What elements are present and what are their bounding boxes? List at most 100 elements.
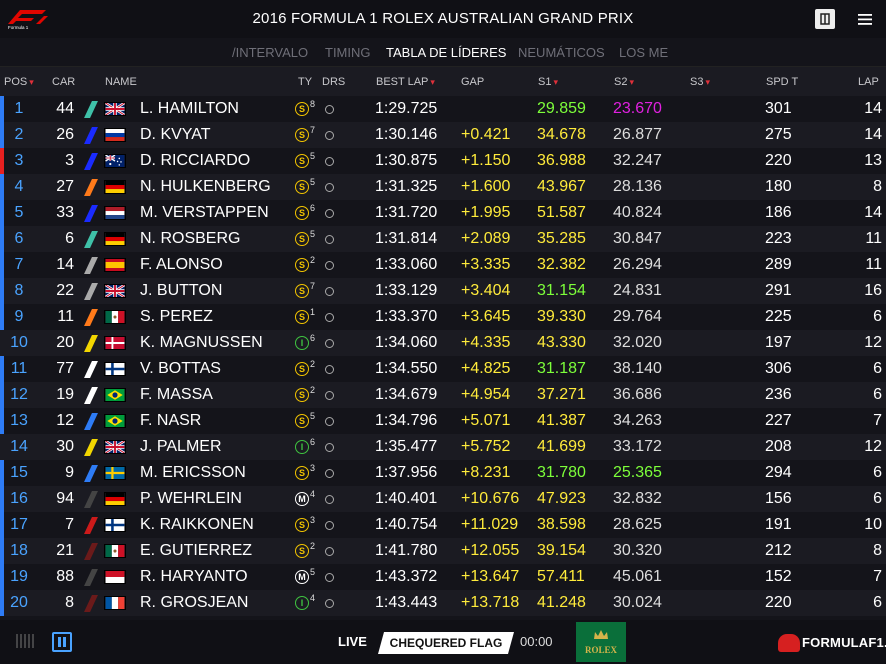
sector-1: 36.988: [537, 152, 586, 169]
table-row[interactable]: 2 26 D. KVYAT S 7 1:30.146 +0.421 34.678…: [0, 122, 886, 148]
best-lap: 1:33.129: [375, 282, 438, 299]
driver-name[interactable]: F. ALONSO: [140, 256, 223, 273]
table-row[interactable]: 20 8 R. GROSJEAN I 4 1:43.443 +13.718 41…: [0, 590, 886, 616]
table-row[interactable]: 12 19 F. MASSA S 2 1:34.679 +4.954 37.27…: [0, 382, 886, 408]
gap: +4.335: [461, 334, 511, 351]
info-book-icon[interactable]: [815, 9, 835, 29]
table-row[interactable]: 13 12 F. NASR S 5 1:34.796 +5.071 41.387…: [0, 408, 886, 434]
driver-name[interactable]: F. MASSA: [140, 386, 213, 403]
team-color-marker: [84, 543, 98, 560]
col-gap[interactable]: GAP: [461, 76, 485, 88]
car-number: 19: [56, 386, 74, 403]
driver-name[interactable]: D. RICCIARDO: [140, 152, 251, 169]
gap: +13.718: [461, 594, 520, 611]
car-number: 3: [65, 152, 74, 169]
tyre-age: 4: [310, 489, 316, 499]
best-lap: 1:31.814: [375, 230, 438, 247]
tyre-compound-icon: S: [295, 128, 309, 142]
table-row[interactable]: 7 14 F. ALONSO S 2 1:33.060 +3.335 32.38…: [0, 252, 886, 278]
car-number: 94: [56, 490, 74, 507]
driver-name[interactable]: R. GROSJEAN: [140, 594, 249, 611]
table-row[interactable]: 17 7 K. RAIKKONEN S 3 1:40.754 +11.029 3…: [0, 512, 886, 538]
flag-dk-icon: [104, 336, 126, 350]
drs-indicator-icon: [325, 339, 334, 348]
col-s2[interactable]: S2 ▾: [614, 76, 634, 88]
flag-se-icon: [104, 466, 126, 480]
driver-name[interactable]: M. ERICSSON: [140, 464, 246, 481]
col-name[interactable]: NAME: [105, 76, 137, 88]
row-stripe: [0, 356, 4, 382]
gap: +10.676: [461, 490, 520, 507]
driver-name[interactable]: R. HARYANTO: [140, 568, 248, 585]
driver-name[interactable]: F. NASR: [140, 412, 202, 429]
table-row[interactable]: 14 30 J. PALMER I 6 1:35.477 +5.752 41.6…: [0, 434, 886, 460]
table-row[interactable]: 9 11 S. PEREZ S 1 1:33.370 +3.645 39.330…: [0, 304, 886, 330]
driver-name[interactable]: D. KVYAT: [140, 126, 211, 143]
tab-more[interactable]: LOS ME: [619, 45, 669, 60]
col-drs[interactable]: DRS: [322, 76, 346, 88]
col-spd-t[interactable]: SPD T: [766, 76, 799, 88]
driver-name[interactable]: V. BOTTAS: [140, 360, 221, 377]
flag-au-icon: [104, 154, 126, 168]
driver-name[interactable]: K. RAIKKONEN: [140, 516, 254, 533]
sector-2: 28.625: [613, 516, 662, 533]
driver-name[interactable]: J. PALMER: [140, 438, 222, 455]
driver-name[interactable]: K. MAGNUSSEN: [140, 334, 263, 351]
tab-leaderboard[interactable]: TABLA DE LÍDERES: [386, 45, 507, 60]
driver-name[interactable]: J. BUTTON: [140, 282, 223, 299]
speed-trap: 289: [765, 256, 792, 273]
tab-intervalo[interactable]: /INTERVALO: [232, 45, 309, 60]
col-s1[interactable]: S1 ▾: [538, 76, 558, 88]
table-row[interactable]: 3 3 D. RICCIARDO S 5 1:30.875 +1.150 36.…: [0, 148, 886, 174]
col-lap[interactable]: LAP: [858, 76, 879, 88]
table-row[interactable]: 8 22 J. BUTTON S 7 1:33.129 +3.404 31.15…: [0, 278, 886, 304]
col-s3[interactable]: S3 ▾: [690, 76, 710, 88]
col-best-lap[interactable]: BEST LAP ▾: [376, 76, 435, 88]
drs-indicator-icon: [325, 183, 334, 192]
tyre-compound-icon: S: [295, 258, 309, 272]
sector-2: 28.136: [613, 178, 662, 195]
table-row[interactable]: 4 27 N. HULKENBERG S 5 1:31.325 +1.600 4…: [0, 174, 886, 200]
sector-1: 47.923: [537, 490, 586, 507]
table-row[interactable]: 6 6 N. ROSBERG S 5 1:31.814 +2.089 35.28…: [0, 226, 886, 252]
driver-name[interactable]: N. HULKENBERG: [140, 178, 271, 195]
table-row[interactable]: 18 21 E. GUTIERREZ S 2 1:41.780 +12.055 …: [0, 538, 886, 564]
driver-name[interactable]: N. ROSBERG: [140, 230, 241, 247]
driver-name[interactable]: L. HAMILTON: [140, 100, 239, 117]
tab-timing[interactable]: TIMING: [325, 45, 371, 60]
table-row[interactable]: 19 88 R. HARYANTO M 5 1:43.372 +13.647 5…: [0, 564, 886, 590]
gap: +1.600: [461, 178, 511, 195]
driver-name[interactable]: M. VERSTAPPEN: [140, 204, 269, 221]
sector-1: 31.780: [537, 464, 586, 481]
table-row[interactable]: 10 20 K. MAGNUSSEN I 6 1:34.060 +4.335 4…: [0, 330, 886, 356]
driver-name[interactable]: S. PEREZ: [140, 308, 213, 325]
best-lap: 1:30.875: [375, 152, 438, 169]
speed-trap: 225: [765, 308, 792, 325]
col-pos[interactable]: POS ▾: [4, 76, 34, 88]
driver-name[interactable]: E. GUTIERREZ: [140, 542, 253, 559]
grid-dots-icon[interactable]: [16, 634, 34, 648]
gap: +5.752: [461, 438, 511, 455]
tyre-age: 8: [310, 99, 316, 109]
table-row[interactable]: 16 94 P. WEHRLEIN M 4 1:40.401 +10.676 4…: [0, 486, 886, 512]
table-row[interactable]: 11 77 V. BOTTAS S 2 1:34.550 +4.825 31.1…: [0, 356, 886, 382]
hamburger-menu-icon[interactable]: [856, 9, 876, 29]
col-ty[interactable]: TY: [298, 76, 313, 88]
pause-button[interactable]: [52, 632, 72, 652]
flag-fi-icon: [104, 518, 126, 532]
speed-trap: 212: [765, 542, 792, 559]
sector-2: 30.024: [613, 594, 662, 611]
table-row[interactable]: 1 44 L. HAMILTON S 8 1:29.725 29.859 23.…: [0, 96, 886, 122]
best-lap: 1:30.146: [375, 126, 438, 143]
table-row[interactable]: 15 9 M. ERICSSON S 3 1:37.956 +8.231 31.…: [0, 460, 886, 486]
lap-count: 6: [873, 308, 882, 325]
col-car[interactable]: CAR: [52, 76, 76, 88]
tyre-age: 2: [310, 385, 316, 395]
tyre-compound-icon: M: [295, 492, 309, 506]
tab-tyres[interactable]: NEUMÁTICOS: [518, 45, 605, 60]
best-lap: 1:35.477: [375, 438, 438, 455]
table-row[interactable]: 5 33 M. VERSTAPPEN S 6 1:31.720 +1.995 5…: [0, 200, 886, 226]
tyre-age: 5: [310, 411, 316, 421]
driver-name[interactable]: P. WEHRLEIN: [140, 490, 242, 507]
lap-count: 14: [864, 126, 882, 143]
